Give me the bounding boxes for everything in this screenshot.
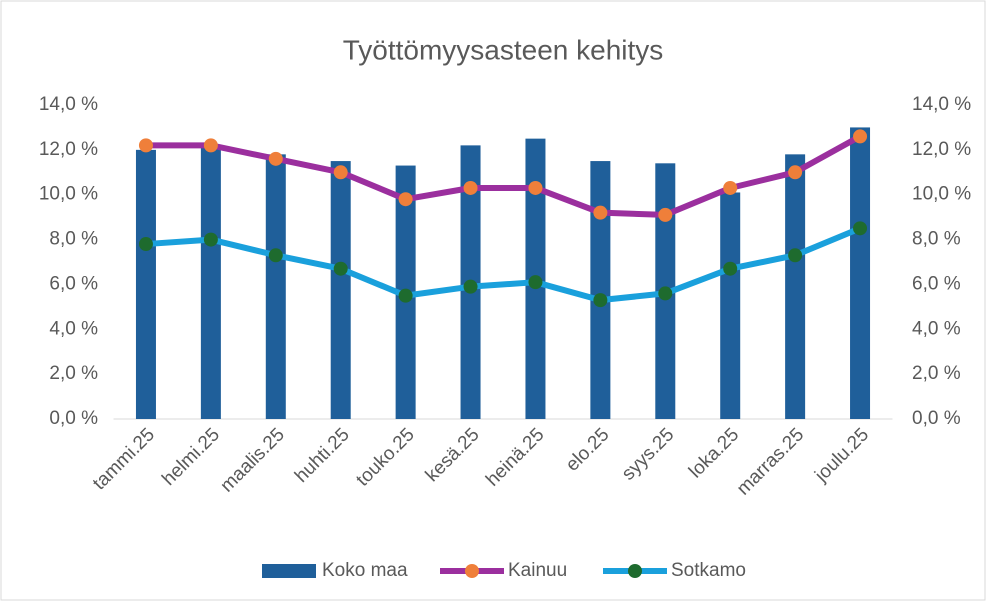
marker <box>853 221 868 236</box>
marker <box>398 192 413 207</box>
y-tick-label: 12,0 % <box>39 139 98 160</box>
y2-tick-label: 8,0 % <box>912 229 961 250</box>
marker <box>788 165 803 180</box>
marker <box>788 248 803 263</box>
bar <box>265 154 286 420</box>
bar <box>720 192 741 419</box>
marker <box>333 165 348 180</box>
marker <box>528 275 543 290</box>
marker <box>268 248 283 263</box>
legend-marker <box>465 564 479 578</box>
y2-tick-label: 2,0 % <box>912 363 961 384</box>
marker <box>463 180 478 195</box>
bar <box>200 147 221 419</box>
y-tick-label: 6,0 % <box>49 273 98 294</box>
y-tick-label: 2,0 % <box>49 363 98 384</box>
marker <box>268 151 283 166</box>
marker <box>528 180 543 195</box>
marker <box>333 261 348 276</box>
marker <box>463 279 478 294</box>
bar <box>785 154 806 420</box>
bar <box>330 161 351 420</box>
y2-tick-label: 0,0 % <box>912 408 961 429</box>
y-tick-label: 4,0 % <box>49 318 98 339</box>
legend-label: Sotkamo <box>671 560 746 581</box>
marker <box>723 261 738 276</box>
marker <box>593 293 608 308</box>
y2-tick-label: 4,0 % <box>912 318 961 339</box>
y2-tick-label: 14,0 % <box>912 94 971 115</box>
y2-tick-label: 12,0 % <box>912 139 971 160</box>
bar <box>590 161 611 420</box>
y2-tick-label: 6,0 % <box>912 273 961 294</box>
legend-label: Koko maa <box>322 560 408 581</box>
y-tick-label: 0,0 % <box>49 408 98 429</box>
legend-label: Kainuu <box>508 560 567 581</box>
bar <box>850 127 871 419</box>
y-tick-label: 14,0 % <box>39 94 98 115</box>
line <box>145 133 862 218</box>
marker <box>203 138 218 153</box>
legend-marker <box>628 564 642 578</box>
line <box>145 225 862 304</box>
chart-title: Työttömyysasteen kehitys <box>343 34 664 65</box>
marker <box>658 286 673 301</box>
legend-swatch <box>262 564 316 578</box>
marker <box>138 138 153 153</box>
marker <box>398 288 413 303</box>
y-tick-label: 8,0 % <box>49 229 98 250</box>
marker <box>138 237 153 252</box>
marker <box>658 207 673 222</box>
y2-tick-label: 10,0 % <box>912 184 971 205</box>
marker <box>853 129 868 144</box>
marker <box>203 232 218 247</box>
marker <box>593 205 608 220</box>
marker <box>723 180 738 195</box>
bar <box>135 149 156 419</box>
y-tick-label: 10,0 % <box>39 184 98 205</box>
